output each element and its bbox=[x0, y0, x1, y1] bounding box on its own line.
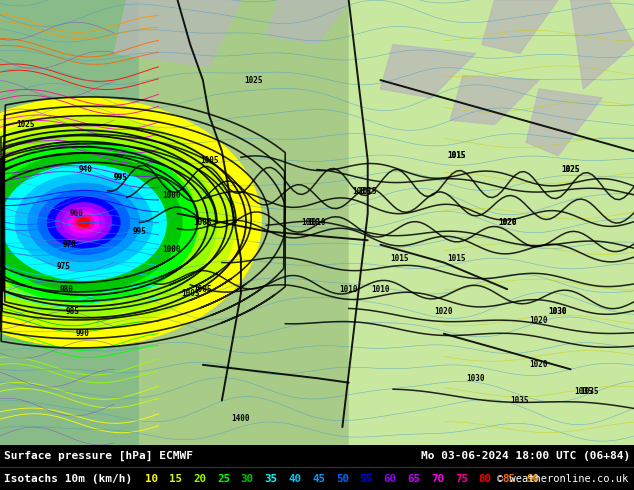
Circle shape bbox=[15, 174, 152, 270]
Polygon shape bbox=[114, 0, 241, 67]
Text: 50: 50 bbox=[336, 474, 349, 484]
Circle shape bbox=[0, 116, 236, 329]
Circle shape bbox=[28, 183, 139, 262]
Text: 985: 985 bbox=[66, 307, 80, 316]
Text: 1005: 1005 bbox=[200, 156, 219, 165]
Text: 1025: 1025 bbox=[244, 75, 263, 85]
Text: © weatheronline.co.uk: © weatheronline.co.uk bbox=[497, 474, 628, 484]
Text: 65: 65 bbox=[407, 474, 420, 484]
Text: 995: 995 bbox=[133, 227, 146, 236]
Text: 1035: 1035 bbox=[580, 387, 599, 396]
Text: 1005: 1005 bbox=[181, 289, 200, 298]
Text: 30: 30 bbox=[241, 474, 254, 484]
Text: 1400: 1400 bbox=[231, 414, 250, 423]
Text: 1020: 1020 bbox=[434, 307, 453, 316]
Text: 970: 970 bbox=[63, 240, 77, 249]
Text: 1010: 1010 bbox=[301, 218, 320, 227]
Text: 75: 75 bbox=[455, 474, 468, 484]
Text: 975: 975 bbox=[56, 263, 70, 271]
Text: 940: 940 bbox=[79, 165, 93, 173]
Circle shape bbox=[0, 153, 182, 292]
Text: 1025: 1025 bbox=[16, 120, 35, 129]
Text: 990: 990 bbox=[75, 329, 89, 338]
Circle shape bbox=[0, 98, 261, 347]
Text: 80: 80 bbox=[479, 474, 492, 484]
Circle shape bbox=[63, 208, 105, 237]
Text: 1030: 1030 bbox=[548, 307, 567, 316]
Text: 70: 70 bbox=[431, 474, 444, 484]
Text: 1015: 1015 bbox=[447, 151, 466, 160]
Text: 85: 85 bbox=[503, 474, 515, 484]
Text: 1030: 1030 bbox=[466, 374, 485, 383]
Circle shape bbox=[56, 203, 112, 242]
Text: 980: 980 bbox=[60, 285, 74, 294]
Text: 25: 25 bbox=[217, 474, 230, 484]
Circle shape bbox=[1, 165, 166, 280]
Text: 1020: 1020 bbox=[498, 218, 517, 227]
Text: 45: 45 bbox=[312, 474, 325, 484]
Text: 35: 35 bbox=[264, 474, 278, 484]
Text: 1035: 1035 bbox=[510, 396, 529, 405]
Text: 1030: 1030 bbox=[548, 307, 567, 316]
Text: 1005: 1005 bbox=[193, 285, 212, 294]
Polygon shape bbox=[571, 0, 634, 89]
Text: 1025: 1025 bbox=[561, 165, 580, 173]
Polygon shape bbox=[266, 0, 349, 45]
Text: 1015: 1015 bbox=[447, 151, 466, 160]
Circle shape bbox=[38, 191, 129, 254]
Text: 55: 55 bbox=[359, 474, 373, 484]
Text: 1015: 1015 bbox=[447, 253, 466, 263]
Text: 1020: 1020 bbox=[529, 316, 548, 325]
Circle shape bbox=[74, 215, 94, 230]
Text: 1015: 1015 bbox=[352, 187, 371, 196]
Polygon shape bbox=[380, 45, 476, 98]
Circle shape bbox=[68, 212, 99, 233]
Text: 60: 60 bbox=[384, 474, 396, 484]
Text: 1005: 1005 bbox=[193, 218, 212, 227]
Circle shape bbox=[48, 197, 120, 248]
Text: 1000: 1000 bbox=[162, 191, 181, 200]
Text: 10: 10 bbox=[145, 474, 158, 484]
Circle shape bbox=[0, 143, 198, 302]
Text: 995: 995 bbox=[113, 173, 127, 182]
Polygon shape bbox=[482, 0, 558, 53]
Circle shape bbox=[77, 218, 90, 227]
Polygon shape bbox=[349, 0, 634, 445]
Text: 1010: 1010 bbox=[371, 285, 390, 294]
Polygon shape bbox=[139, 0, 349, 445]
Text: 1035: 1035 bbox=[574, 387, 593, 396]
Text: 90: 90 bbox=[526, 474, 540, 484]
Text: 1015: 1015 bbox=[358, 187, 377, 196]
Polygon shape bbox=[450, 75, 539, 124]
Text: Surface pressure [hPa] ECMWF: Surface pressure [hPa] ECMWF bbox=[4, 451, 193, 461]
Text: 20: 20 bbox=[193, 474, 206, 484]
Text: 1015: 1015 bbox=[390, 253, 409, 263]
Text: 1020: 1020 bbox=[529, 360, 548, 369]
Text: 995: 995 bbox=[113, 173, 127, 182]
Text: 1010: 1010 bbox=[307, 218, 327, 227]
Text: 1025: 1025 bbox=[561, 165, 580, 173]
Text: Isotachs 10m (km/h): Isotachs 10m (km/h) bbox=[4, 474, 133, 484]
Text: 1000: 1000 bbox=[162, 245, 181, 254]
Text: 40: 40 bbox=[288, 474, 301, 484]
Text: 1010: 1010 bbox=[339, 285, 358, 294]
Text: 15: 15 bbox=[169, 474, 183, 484]
Polygon shape bbox=[526, 89, 602, 156]
Circle shape bbox=[0, 129, 217, 316]
Text: 960: 960 bbox=[69, 209, 83, 218]
Text: 1020: 1020 bbox=[498, 218, 517, 227]
Polygon shape bbox=[0, 0, 139, 445]
Text: Mo 03-06-2024 18:00 UTC (06+84): Mo 03-06-2024 18:00 UTC (06+84) bbox=[421, 451, 630, 461]
